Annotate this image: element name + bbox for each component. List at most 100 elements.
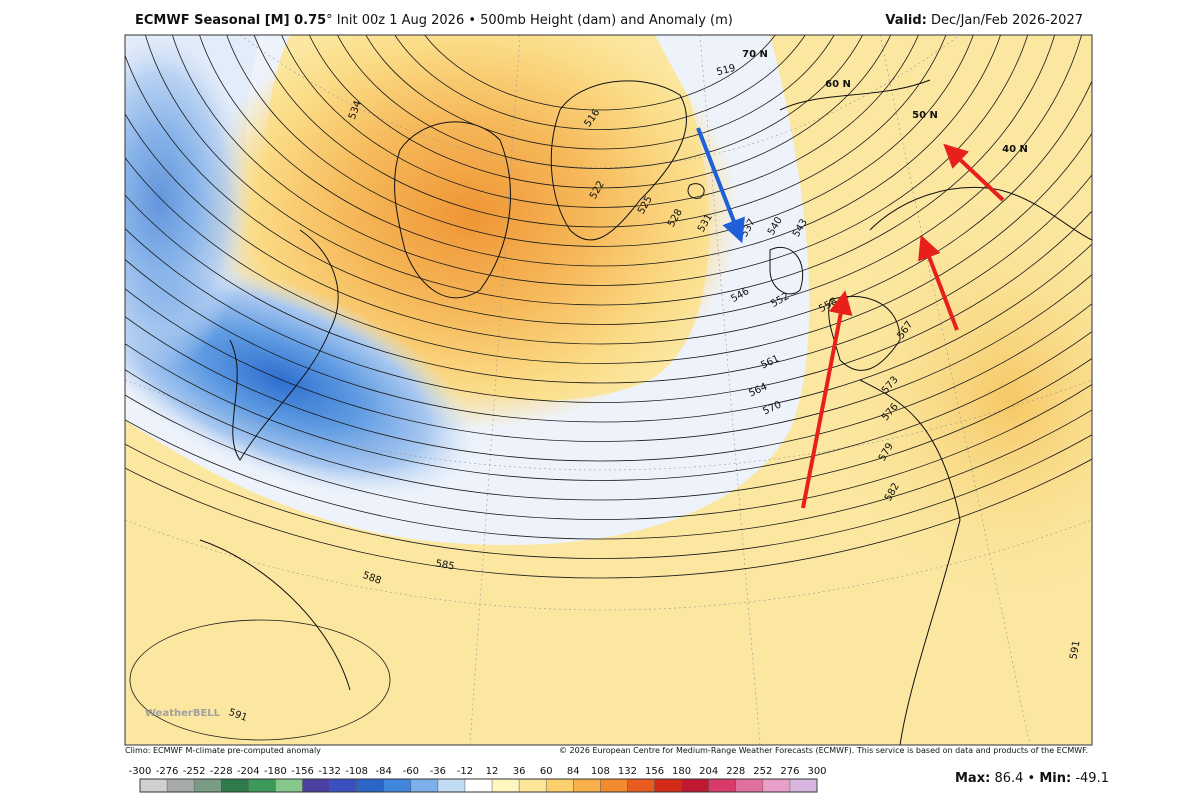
anomaly-area xyxy=(125,35,250,370)
colorbar-tick-label: 300 xyxy=(807,766,826,777)
contour xyxy=(129,619,391,741)
contour xyxy=(424,35,776,111)
colorbar-segment xyxy=(383,779,411,792)
colorbar-segment xyxy=(248,779,276,792)
colorbar-segment xyxy=(410,779,438,792)
arrow xyxy=(801,290,853,509)
contour xyxy=(125,274,1092,442)
title-detail: Init 00z 1 Aug 2026 • 500mb Height (dam)… xyxy=(336,13,733,28)
colorbar-tick-label: -60 xyxy=(403,766,419,777)
colorbar-tick-label: 84 xyxy=(567,766,580,777)
contour xyxy=(125,132,1092,364)
graticule xyxy=(125,35,1092,745)
colorbar-tick-label: -132 xyxy=(318,766,341,777)
latitude-label: 60 N xyxy=(825,79,851,90)
contour xyxy=(125,384,1092,520)
colorbar-tick-label: -36 xyxy=(430,766,446,777)
colorbar-segment xyxy=(329,779,357,792)
contour xyxy=(226,35,974,247)
colorbar-segment xyxy=(167,779,195,792)
colorbar-tick-label: 180 xyxy=(672,766,691,777)
colorbar-tick-label: -108 xyxy=(345,766,368,777)
colorbar-tick-label: 132 xyxy=(618,766,637,777)
colorbar-tick-label: 276 xyxy=(780,766,799,777)
colorbar-segment xyxy=(302,779,330,792)
colorbar-segment xyxy=(356,779,384,792)
colorbar-segment xyxy=(519,779,547,792)
colorbar-tick-label: -252 xyxy=(183,766,206,777)
colorbar-segment xyxy=(194,779,222,792)
anomaly-area xyxy=(830,200,1092,600)
contour xyxy=(308,35,892,189)
colorbar-segment xyxy=(789,779,817,792)
arrow xyxy=(943,143,1005,202)
colorbar-tick-label: -156 xyxy=(291,766,314,777)
watermark: WeatherBELL xyxy=(145,708,221,719)
colorbar-segment xyxy=(600,779,628,792)
valid-label: Valid: xyxy=(885,13,927,28)
colorbar-segment xyxy=(492,779,520,792)
contour xyxy=(125,243,1092,423)
degree: ° xyxy=(326,13,333,28)
colorbar-tick-label: 108 xyxy=(591,766,610,777)
contour xyxy=(144,35,1056,306)
contour xyxy=(125,458,1092,579)
colorbar-segment xyxy=(627,779,655,792)
colorbar-tick-label: 12 xyxy=(486,766,499,777)
copyright: © 2026 European Centre for Medium-Range … xyxy=(559,746,1088,755)
contour xyxy=(125,357,1092,501)
colorbar-tick-label: -180 xyxy=(264,766,287,777)
contour xyxy=(253,35,947,228)
colorbar-tick-label: -300 xyxy=(129,766,152,777)
contour xyxy=(336,35,864,169)
contour xyxy=(125,409,1092,540)
contour xyxy=(125,330,1092,481)
colorbar-segment xyxy=(221,779,249,792)
colorbar-tick-label: 156 xyxy=(645,766,664,777)
contour xyxy=(125,35,1082,325)
colorbar-segment xyxy=(464,779,493,792)
contour xyxy=(125,173,1092,384)
colorbar-segment xyxy=(546,779,574,792)
contour xyxy=(172,35,1028,286)
contour xyxy=(199,35,1001,267)
latitude-label: 70 N xyxy=(742,49,768,60)
latitude-label: 40 N xyxy=(1002,144,1028,155)
colorbar-segment xyxy=(708,779,736,792)
climo-note: Climo: ECMWF M-climate pre-computed anom… xyxy=(125,746,321,755)
min-label: Min: xyxy=(1039,771,1072,786)
colorbar-tick-label: 60 xyxy=(540,766,553,777)
colorbar-segment xyxy=(437,779,465,792)
arrow xyxy=(918,234,959,331)
colorbar-tick-label: -276 xyxy=(156,766,179,777)
contour-label: 519 xyxy=(715,63,736,79)
colorbar-segment xyxy=(654,779,682,792)
valid-period: Dec/Jan/Feb 2026-2027 xyxy=(931,13,1083,28)
max-label: Max: xyxy=(955,771,991,786)
contour-label: 591 xyxy=(1068,640,1082,661)
colorbar-tick-label: -12 xyxy=(457,766,473,777)
colorbar-tick-label: 36 xyxy=(513,766,526,777)
arrow xyxy=(696,127,745,244)
latitude-label: 50 N xyxy=(912,110,938,121)
contour xyxy=(281,35,919,208)
title-model: ECMWF Seasonal [M] 0.75 xyxy=(135,13,327,28)
separator: • xyxy=(1027,771,1036,786)
colorbar-tick-label: 228 xyxy=(726,766,745,777)
contour-label: 585 xyxy=(435,558,456,572)
colorbar-tick-label: -204 xyxy=(237,766,260,777)
colorbar-tick-label: 252 xyxy=(753,766,772,777)
max-value: 86.4 xyxy=(994,771,1024,786)
colorbar-segment xyxy=(762,779,790,792)
contour xyxy=(394,35,806,130)
valid: Valid: Dec/Jan/Feb 2026-2027 xyxy=(885,13,1083,28)
colorbar-segment xyxy=(735,779,763,792)
contours xyxy=(125,35,1092,579)
colorbar-tick-label: 204 xyxy=(699,766,718,777)
title: ECMWF Seasonal [M] 0.75° Init 00z 1 Aug … xyxy=(135,13,733,28)
contour xyxy=(125,434,1092,559)
contour xyxy=(125,303,1092,462)
colorbar-segment xyxy=(140,779,168,792)
